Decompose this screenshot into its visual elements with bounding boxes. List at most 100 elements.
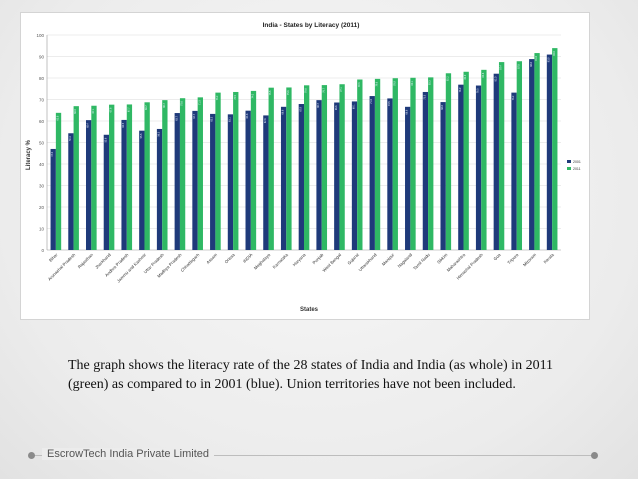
data-label: 82.0: [494, 76, 497, 81]
x-tick-label: Nagaland: [397, 252, 414, 269]
data-label: 73.2: [512, 95, 515, 100]
bar-2001: [139, 130, 145, 250]
x-tick-label: Kerala: [543, 252, 556, 265]
bar-2011: [268, 87, 274, 250]
bar-2011: [215, 92, 221, 251]
data-label: 79.3: [358, 82, 361, 87]
x-tick-label: Gujarat: [346, 252, 360, 266]
data-label: 63.8: [57, 115, 60, 120]
bar-2001: [174, 113, 180, 250]
data-label: 56.3: [158, 131, 161, 136]
bar-2001: [422, 91, 429, 250]
data-label: 73.5: [234, 94, 237, 99]
bar-2011: [179, 98, 186, 251]
bar-2001: [369, 96, 375, 250]
bar-2001: [192, 110, 198, 251]
bar-2011: [126, 104, 133, 250]
y-tick-label: 20: [39, 205, 45, 210]
bar-2011: [144, 102, 150, 250]
bar-2011: [445, 73, 452, 250]
data-label: 76.6: [305, 88, 308, 93]
bar-2011: [481, 69, 487, 250]
bar-2011: [463, 71, 469, 250]
data-label: 87.4: [500, 64, 503, 69]
y-tick-label: 0: [41, 248, 44, 253]
data-label: 71.0: [198, 100, 201, 105]
bar-2001: [50, 148, 56, 250]
x-tick-label: Rajasthan: [77, 252, 95, 270]
data-label: 93.9: [553, 50, 556, 55]
data-label: 68.8: [441, 104, 444, 109]
x-tick-label: Orissa: [223, 252, 236, 265]
chart-caption: The graph shows the literacy rate of the…: [68, 358, 554, 392]
bar-2011: [250, 90, 257, 251]
bar-2001: [227, 114, 234, 251]
bar-2001: [475, 85, 482, 251]
bar-2001: [68, 133, 74, 250]
data-label: 67.1: [92, 108, 95, 113]
x-tick-label: Uttarakhand: [358, 252, 379, 273]
bar-2001: [405, 106, 411, 250]
y-tick-label: 70: [39, 98, 45, 103]
legend: 2001 2011: [567, 160, 581, 171]
data-label: 69.1: [353, 104, 356, 109]
data-label: 87.8: [517, 64, 520, 69]
y-tick-label: 80: [39, 76, 45, 81]
data-label: 80.3: [429, 80, 432, 85]
bar-2001: [493, 73, 499, 250]
data-label: 66.6: [406, 109, 409, 114]
bar-2001: [280, 106, 287, 250]
bar-2011: [410, 77, 416, 250]
data-label: 68.6: [335, 105, 338, 110]
data-label: 70.6: [181, 101, 184, 106]
bar-2011: [286, 87, 292, 251]
bars: [50, 48, 558, 251]
bar-2011: [392, 78, 398, 250]
data-label: 67.6: [110, 107, 113, 112]
x-tick-label: Manipur: [381, 252, 396, 267]
x-tick-label: Goa: [492, 252, 502, 262]
bar-2001: [440, 102, 446, 250]
data-label: 55.5: [140, 133, 143, 138]
data-label: 80.1: [411, 80, 414, 85]
y-tick-label: 100: [36, 33, 44, 38]
data-label: 63.3: [211, 116, 214, 121]
literacy-chart: India - States by Literacy (2011) Litera…: [20, 12, 590, 320]
x-tick-label: Bihar: [48, 252, 59, 263]
data-label: 67.9: [299, 106, 302, 111]
data-label: 64.8: [246, 113, 249, 118]
data-labels: 47.0 63.8 54.3 66.9 60.4 67.1 53.6 67.6 60.5 67.7…: [51, 50, 556, 156]
footer-company-name: EscrowTech India Private Limited: [42, 448, 215, 460]
data-label: 68.7: [145, 105, 148, 110]
legend-label: 2011: [573, 167, 581, 171]
data-label: 63.7: [175, 115, 178, 120]
footer-divider: [32, 455, 596, 456]
y-tick-label: 40: [39, 162, 45, 167]
bar-2001: [546, 54, 553, 250]
data-label: 76.5: [477, 88, 480, 93]
data-label: 82.9: [464, 74, 467, 79]
data-label: 53.6: [104, 137, 107, 142]
data-label: 62.6: [264, 118, 267, 123]
data-label: 69.7: [163, 102, 166, 107]
chart-title: India - States by Literacy (2011): [263, 22, 360, 29]
bar-2001: [351, 101, 358, 250]
bar-2011: [162, 100, 168, 251]
bar-2011: [428, 77, 434, 250]
bar-2011: [321, 85, 328, 250]
bar-2011: [91, 105, 97, 250]
x-tick-label: Tamil Nadu: [412, 252, 431, 271]
data-label: 74.0: [251, 93, 254, 98]
bar-2011: [357, 79, 363, 250]
data-label: 47.0: [51, 151, 54, 156]
bar-2011: [55, 112, 62, 250]
x-tick-label: Haryana: [292, 252, 307, 267]
legend-swatch: [567, 167, 571, 170]
data-label: 60.4: [87, 122, 90, 127]
footer-dot-left: [28, 452, 35, 459]
data-label: 79.9: [393, 81, 396, 86]
y-tick-label: 50: [39, 141, 45, 146]
x-tick-label: West Bengal: [321, 252, 342, 273]
bar-2001: [156, 128, 163, 250]
